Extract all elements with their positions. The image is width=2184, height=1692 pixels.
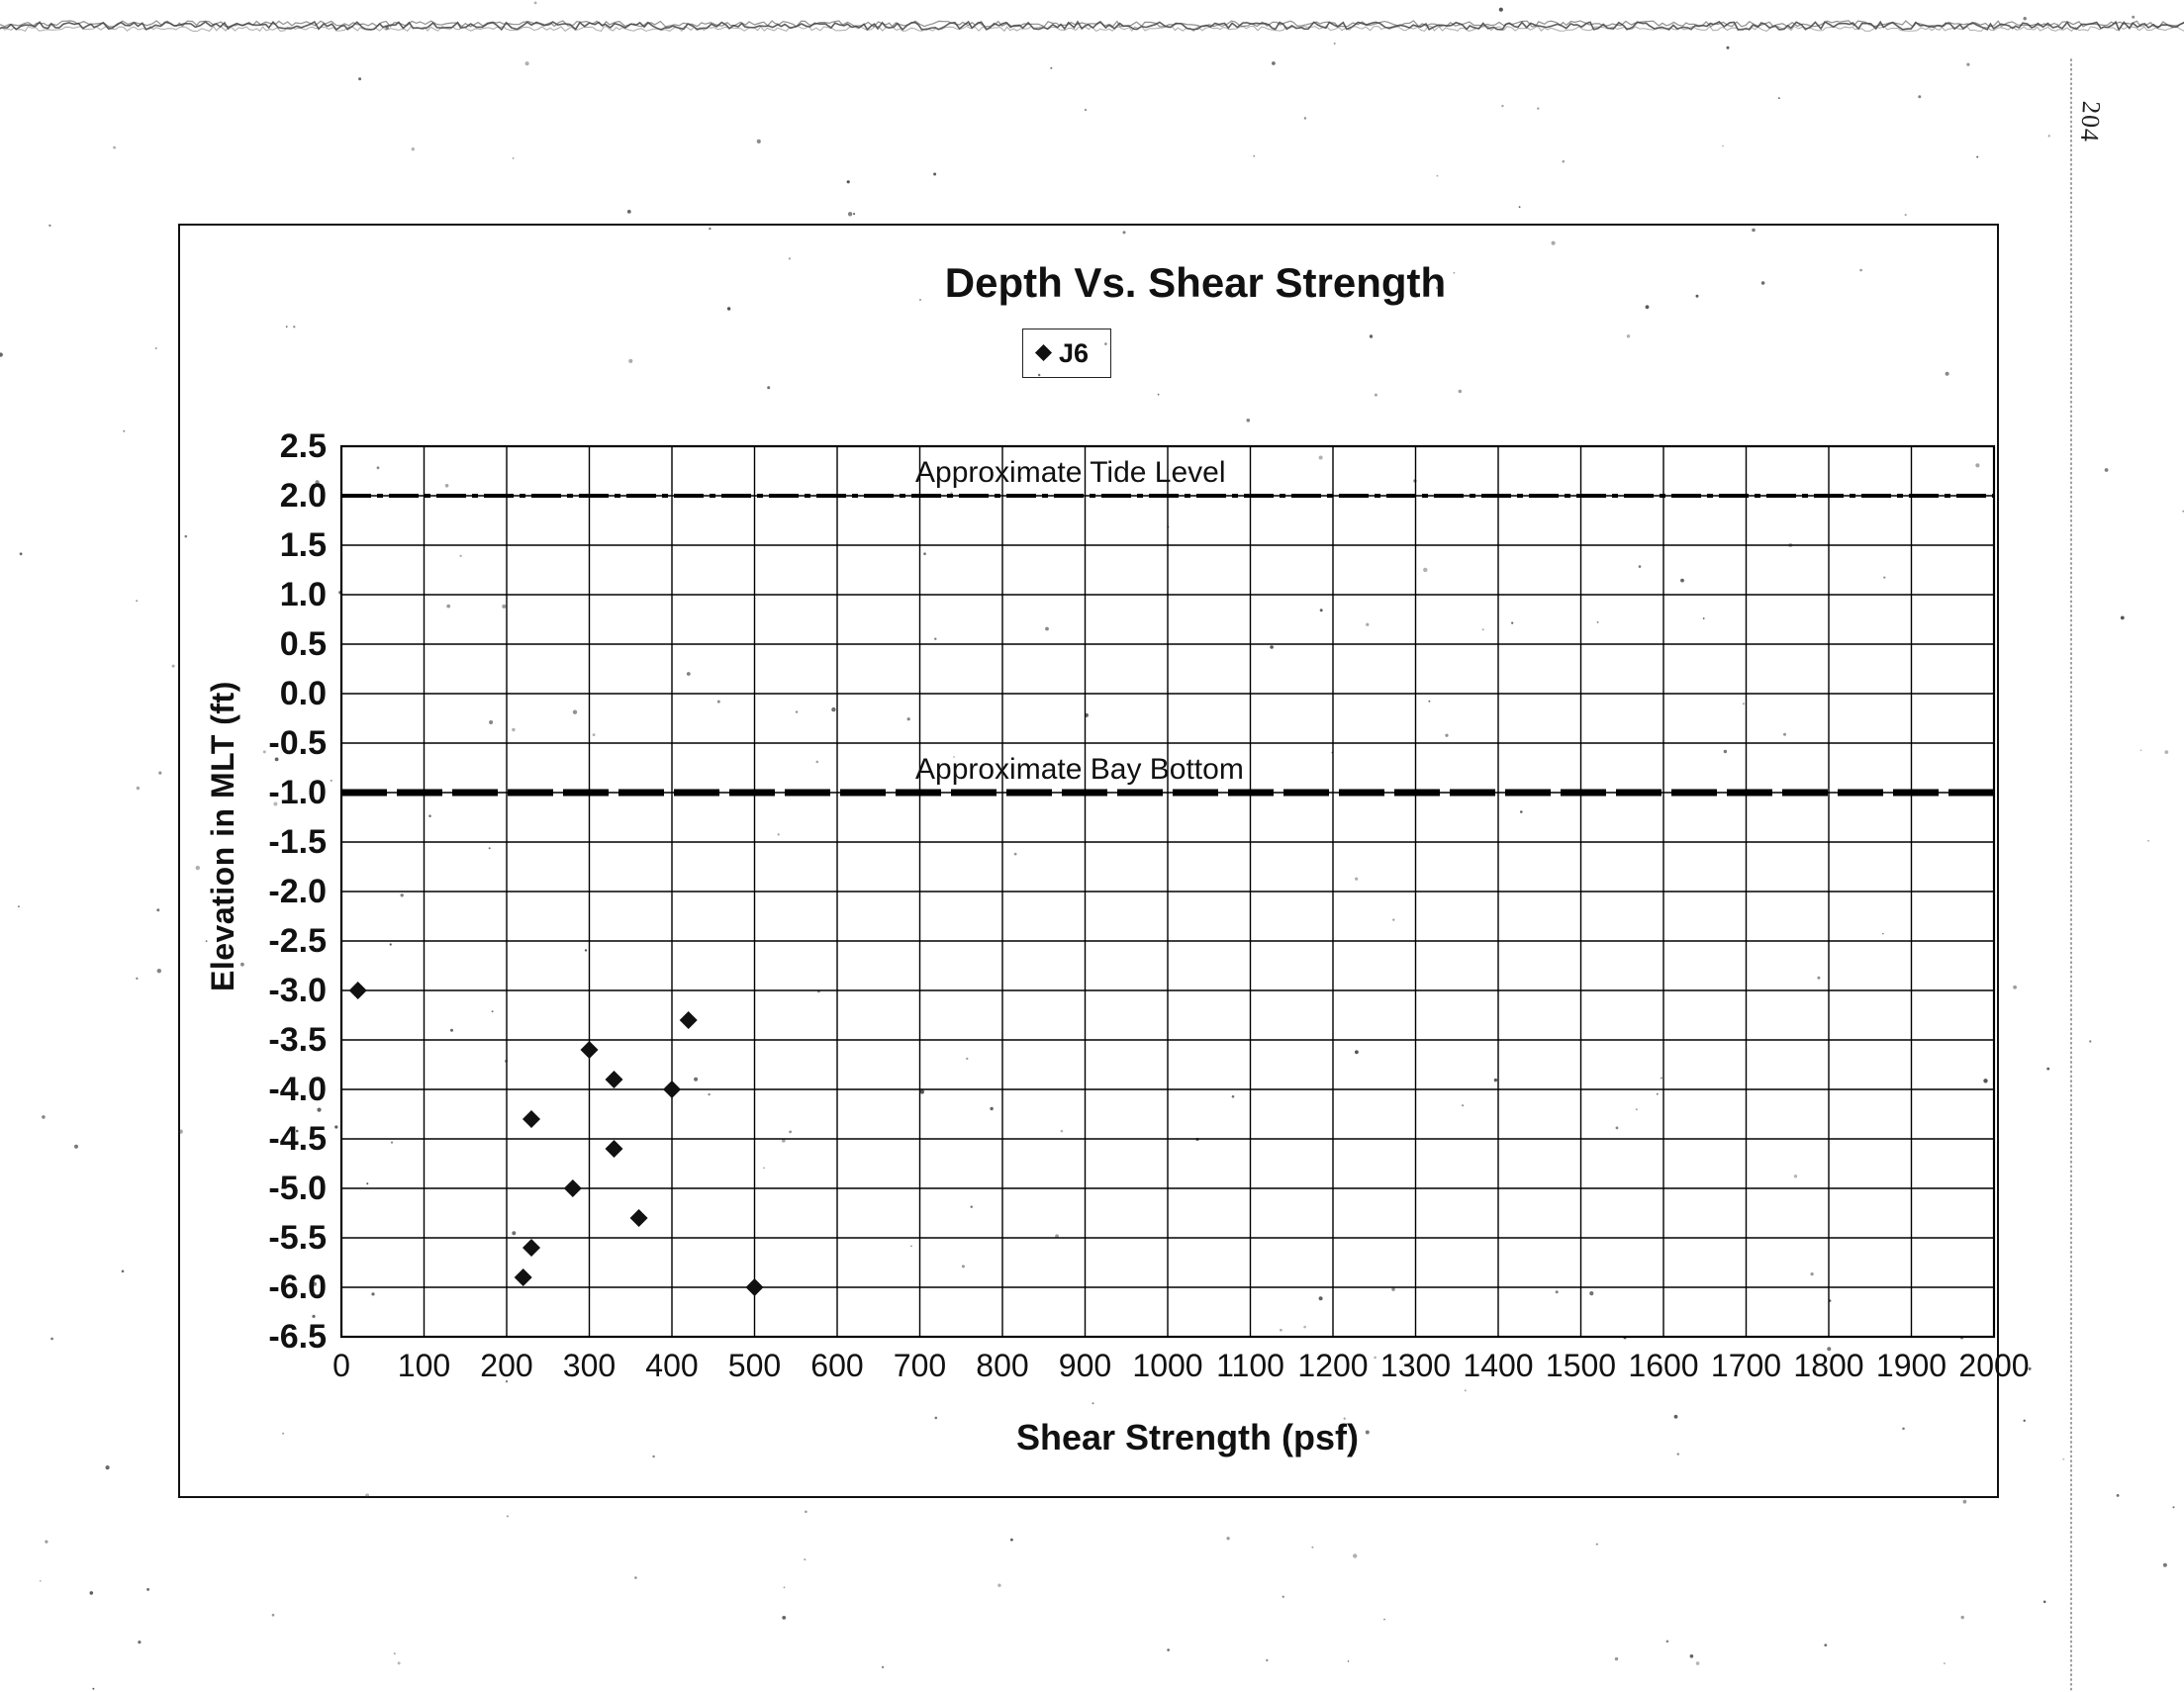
svg-text:1200: 1200 (1297, 1348, 1368, 1383)
svg-text:1900: 1900 (1876, 1348, 1947, 1383)
svg-text:1600: 1600 (1628, 1348, 1698, 1383)
svg-text:-3.5: -3.5 (268, 1021, 327, 1059)
svg-text:-4.0: -4.0 (268, 1071, 327, 1108)
svg-text:1800: 1800 (1793, 1348, 1863, 1383)
svg-text:-5.5: -5.5 (268, 1219, 327, 1257)
svg-text:-1.5: -1.5 (268, 823, 327, 861)
svg-text:Approximate Tide Level: Approximate Tide Level (915, 456, 1226, 489)
svg-text:400: 400 (645, 1348, 698, 1383)
svg-text:1700: 1700 (1711, 1348, 1781, 1383)
svg-text:900: 900 (1059, 1348, 1111, 1383)
svg-text:1400: 1400 (1463, 1348, 1533, 1383)
svg-text:-5.0: -5.0 (268, 1170, 327, 1207)
svg-text:200: 200 (480, 1348, 532, 1383)
svg-text:1100: 1100 (1216, 1348, 1284, 1383)
svg-text:600: 600 (810, 1348, 863, 1383)
svg-text:-2.5: -2.5 (268, 922, 327, 960)
svg-text:0: 0 (332, 1348, 350, 1383)
svg-text:-1.0: -1.0 (268, 774, 327, 811)
svg-text:Approximate Bay Bottom: Approximate Bay Bottom (915, 753, 1244, 786)
svg-text:700: 700 (894, 1348, 946, 1383)
svg-text:1500: 1500 (1546, 1348, 1616, 1383)
svg-text:1000: 1000 (1132, 1348, 1202, 1383)
svg-text:2000: 2000 (1958, 1348, 2029, 1383)
svg-text:300: 300 (563, 1348, 616, 1383)
svg-text:800: 800 (976, 1348, 1028, 1383)
svg-text:-0.5: -0.5 (268, 724, 327, 762)
svg-text:0.0: 0.0 (280, 675, 327, 712)
svg-text:1.0: 1.0 (280, 576, 327, 613)
svg-text:0.5: 0.5 (280, 625, 327, 663)
svg-text:500: 500 (728, 1348, 781, 1383)
svg-text:-4.5: -4.5 (268, 1120, 327, 1158)
svg-text:1.5: 1.5 (280, 526, 327, 564)
svg-text:-2.0: -2.0 (268, 873, 327, 910)
svg-text:-3.0: -3.0 (268, 972, 327, 1009)
svg-text:2.5: 2.5 (280, 427, 327, 465)
svg-text:2.0: 2.0 (280, 477, 327, 515)
svg-text:100: 100 (398, 1348, 450, 1383)
svg-text:1300: 1300 (1380, 1348, 1451, 1383)
svg-text:-6.5: -6.5 (268, 1318, 327, 1356)
svg-text:-6.0: -6.0 (268, 1269, 327, 1306)
